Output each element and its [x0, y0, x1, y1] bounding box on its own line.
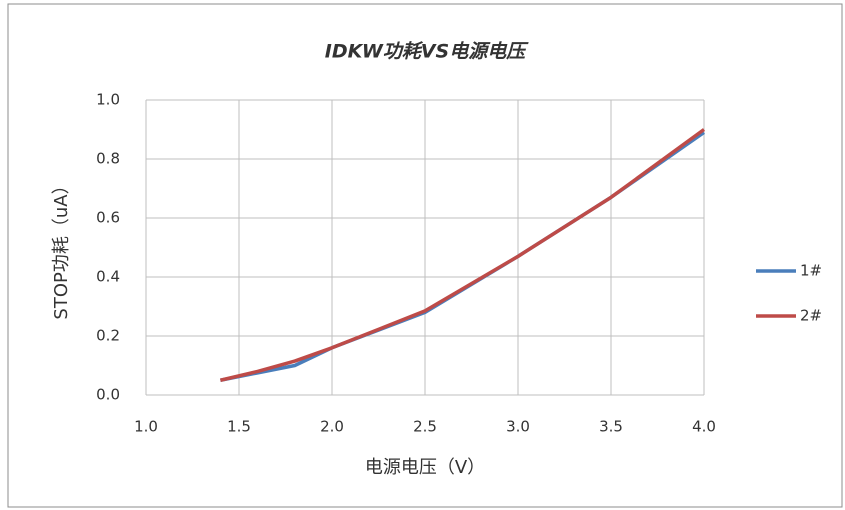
y-tick-label: 0.2 [96, 327, 120, 345]
y-tick-label: 0.0 [96, 386, 120, 404]
x-tick-label: 2.0 [320, 418, 344, 436]
x-axis-label: 电源电压（V） [365, 457, 485, 478]
x-tick-label: 3.0 [506, 418, 530, 436]
x-tick-label: 1.5 [227, 418, 251, 436]
y-tick-label: 0.8 [96, 150, 120, 168]
y-tick-label: 1.0 [96, 91, 120, 109]
legend-label: 1# [800, 262, 822, 280]
y-tick-label: 0.4 [96, 268, 120, 286]
legend-label: 2# [800, 307, 822, 325]
x-tick-label: 3.5 [599, 418, 623, 436]
y-axis-label: STOP功耗（uA） [51, 176, 72, 319]
x-tick-label: 4.0 [692, 418, 716, 436]
y-tick-label: 0.6 [96, 209, 120, 227]
chart-title: IDKW功耗VS电源电压 [325, 41, 529, 63]
x-tick-label: 1.0 [134, 418, 158, 436]
x-tick-label: 2.5 [413, 418, 437, 436]
series-line [219, 128, 706, 382]
